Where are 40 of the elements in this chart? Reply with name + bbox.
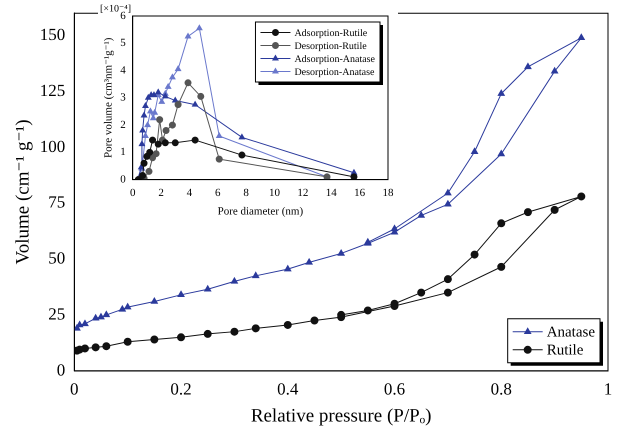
x-tick-label: 2 xyxy=(158,187,164,200)
y-tick-label: 3 xyxy=(120,92,126,104)
y-tick-label: 150 xyxy=(40,25,66,44)
x-tick-label: 12 xyxy=(297,187,308,200)
y-tick-label: 1 xyxy=(120,146,126,158)
legend-label: Desorption-Anatase xyxy=(294,67,375,78)
x-tick-label: 16 xyxy=(354,187,366,200)
y-tick-label: 50 xyxy=(48,248,66,268)
x-tick-label: 0.4 xyxy=(277,379,299,398)
y-tick-label: 0 xyxy=(56,360,66,380)
x-tick-label: 18 xyxy=(382,187,394,200)
y-tick-label: 125 xyxy=(40,80,66,100)
legend-label: Rutile xyxy=(546,342,584,359)
x-tick-label: 1 xyxy=(604,379,612,398)
x-tick-label: 8 xyxy=(243,187,250,200)
y-axis-title: Volume (cm⁻¹ g⁻¹) xyxy=(12,119,34,265)
x-tick-label: 0.2 xyxy=(170,379,192,398)
y-tick-label: 25 xyxy=(48,304,66,324)
y-tick-label: 5 xyxy=(120,37,126,50)
y-tick-label: 6 xyxy=(120,10,126,22)
legend-label: Adsorption-Anatase xyxy=(294,54,376,66)
x-tick-label: 0 xyxy=(130,187,136,200)
legend-label: Anatase xyxy=(546,324,596,341)
x-tick-label: 0.6 xyxy=(384,379,406,398)
x-axis-title: Relative pressure (P/Pₒ) xyxy=(250,406,432,427)
legend-label: Adsorption-Rutile xyxy=(294,28,368,40)
y-tick-label: 2 xyxy=(120,118,126,131)
x-tick-label: 10 xyxy=(269,187,281,200)
y-tick-label: 100 xyxy=(40,136,66,156)
x-tick-label: 0.8 xyxy=(490,379,512,398)
y-axis-title: Pore volume (cm³nm⁻¹g⁻¹) xyxy=(102,37,114,158)
y-tick-label: 0 xyxy=(120,173,126,186)
legend-label: Desorption-Rutile xyxy=(294,41,368,52)
y-tick-label: 75 xyxy=(48,192,66,212)
x-tick-label: 4 xyxy=(186,187,193,200)
x-axis-title: Pore diameter (nm) xyxy=(218,205,304,218)
x-tick-label: 14 xyxy=(326,187,338,200)
x-tick-label: 0 xyxy=(70,379,79,398)
x-tick-label: 6 xyxy=(215,187,222,200)
y-tick-label: 4 xyxy=(120,64,126,76)
